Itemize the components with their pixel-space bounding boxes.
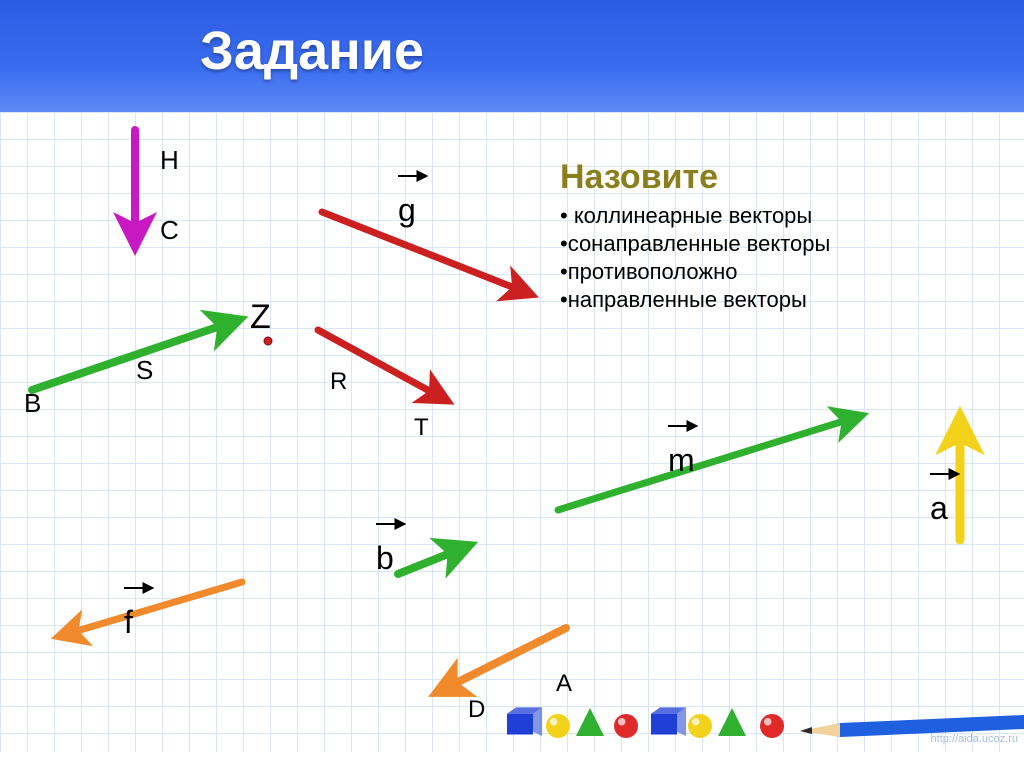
- vector-m: [558, 416, 860, 510]
- label-R: R: [330, 368, 347, 396]
- label-a: a: [930, 490, 948, 527]
- vector-f: [60, 582, 242, 636]
- task-line-0: • коллинеарные векторы: [560, 203, 812, 229]
- watermark: http://aida.ucoz.ru: [931, 733, 1018, 745]
- label-D: D: [468, 696, 485, 724]
- point-z: [264, 337, 272, 345]
- vector-b: [398, 546, 468, 574]
- task-line-2: •противоположно: [560, 259, 737, 285]
- label-C: C: [160, 215, 179, 246]
- label-f: f: [124, 604, 133, 641]
- label-g: g: [398, 192, 416, 229]
- diagram-stage: [0, 0, 1024, 767]
- label-m: m: [668, 442, 695, 479]
- label-T: T: [414, 414, 429, 442]
- label-Z: Z: [250, 298, 271, 337]
- vector-g: [322, 212, 530, 294]
- vector-BS: [32, 320, 238, 390]
- task-line-3: •направленные векторы: [560, 287, 807, 313]
- label-B: B: [24, 388, 41, 419]
- task-line-1: •сонаправленные векторы: [560, 231, 830, 257]
- label-A: A: [556, 670, 572, 698]
- label-H: H: [160, 145, 179, 176]
- label-S: S: [136, 355, 153, 386]
- label-b: b: [376, 540, 394, 577]
- vector-AD: [438, 628, 566, 692]
- task-heading: Назовите: [560, 158, 718, 197]
